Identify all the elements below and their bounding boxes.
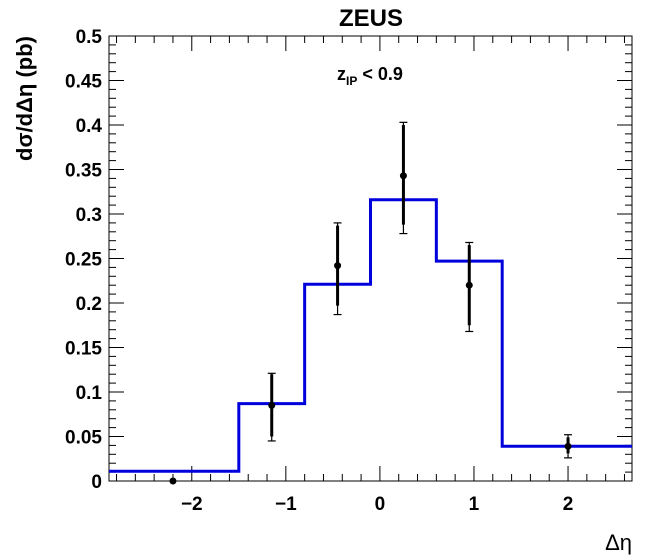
annotation-sub: IP — [346, 74, 357, 88]
x-axis-label: Δη — [605, 530, 632, 555]
annotation-rest: < 0.9 — [357, 64, 403, 84]
data-point — [564, 434, 573, 459]
data-point — [333, 222, 342, 316]
annotation: zIP < 0.9 — [337, 64, 403, 88]
data-point — [399, 121, 408, 235]
y-tick-label: 0.05 — [65, 428, 102, 449]
x-tick-label: −1 — [275, 494, 297, 515]
data-marker — [465, 281, 473, 289]
histogram-step-line — [109, 198, 632, 473]
x-tick-label: 2 — [563, 494, 574, 515]
y-tick-label: 0.15 — [65, 339, 102, 360]
y-tick-label: 0.45 — [65, 72, 102, 93]
data-marker — [268, 401, 276, 409]
data-marker — [399, 172, 407, 180]
y-tick-label: 0.25 — [65, 250, 102, 271]
data-points-series — [169, 121, 573, 485]
y-axis: 0 0.05 0.1 0.15 0.2 0.25 0.3 0.35 0.4 0.45 0.5 — [65, 27, 632, 493]
x-axis: −2 −1 0 1 2 — [116, 36, 625, 515]
y-tick-label: 0.1 — [76, 383, 103, 404]
data-marker — [564, 442, 572, 450]
y-tick-label: 0.2 — [76, 294, 102, 315]
y-tick-label: 0.4 — [76, 116, 103, 137]
y-tick-label: 0 — [91, 472, 102, 493]
x-tick-label: −2 — [181, 494, 203, 515]
data-marker — [334, 262, 342, 270]
chart-title: ZEUS — [339, 5, 403, 32]
x-tick-label: 1 — [469, 494, 480, 515]
data-point — [465, 241, 474, 333]
x-tick-label: 0 — [375, 494, 386, 515]
y-tick-label: 0.35 — [65, 161, 102, 182]
data-marker — [169, 477, 177, 485]
data-point — [267, 372, 276, 442]
y-axis-label: dσ/dΔη (pb) — [12, 36, 37, 161]
data-point — [169, 477, 177, 485]
histogram-series — [109, 198, 632, 473]
y-tick-label: 0.3 — [76, 205, 102, 226]
y-tick-label: 0.5 — [76, 27, 103, 48]
annotation-main: z — [337, 64, 346, 84]
